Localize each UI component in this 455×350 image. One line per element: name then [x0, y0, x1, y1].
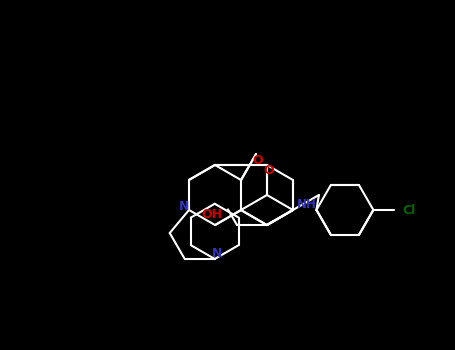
- Text: NH: NH: [297, 198, 317, 211]
- Text: N: N: [179, 199, 189, 212]
- Text: O: O: [263, 164, 274, 177]
- Text: Cl: Cl: [402, 203, 416, 217]
- Text: OH: OH: [201, 208, 222, 221]
- Text: O: O: [253, 154, 263, 167]
- Text: N: N: [212, 247, 222, 260]
